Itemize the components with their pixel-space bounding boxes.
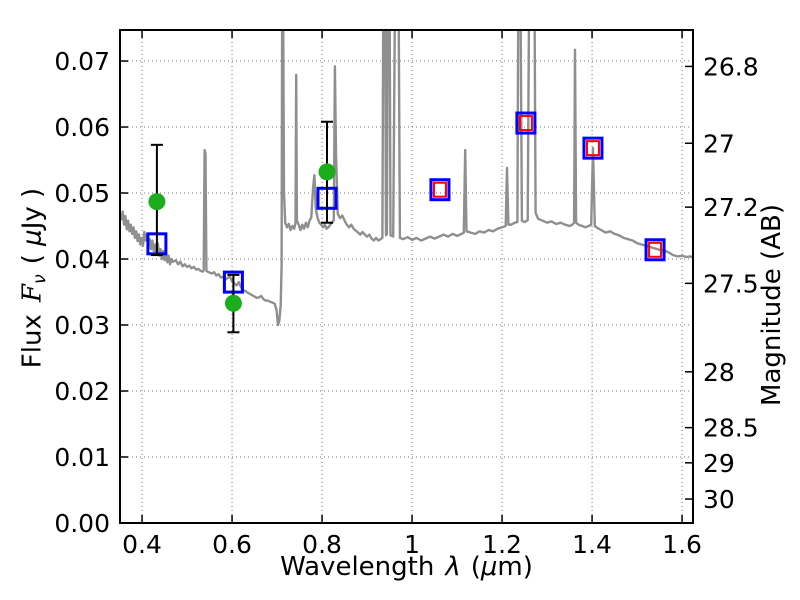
flux-F-symbol: F	[17, 284, 48, 303]
y-axis-label-right: Magnitude (AB)	[757, 204, 787, 406]
x-axis-unit-close: m)	[497, 552, 533, 582]
red-square-marker	[648, 241, 663, 258]
blue-square-marker	[644, 238, 666, 262]
y-tick-label-mag: 29	[703, 449, 735, 478]
y-tick-label-mag: 26.8	[703, 52, 759, 81]
green-circle-marker	[224, 294, 242, 312]
green-circle-marker	[148, 193, 166, 211]
y-tick-label-mag: 27.5	[703, 269, 759, 298]
x-tick-label: 0.8	[302, 530, 342, 559]
x-tick-label: 0.4	[122, 530, 162, 559]
y-tick-label-mag: 27.2	[703, 193, 759, 222]
red-square-marker	[585, 140, 600, 157]
y-tick-label-flux: 0.06	[54, 113, 110, 142]
x-axis-label: Wavelength λ (μm)	[120, 552, 693, 582]
x-axis-unit-open: (	[470, 552, 481, 582]
red-square-marker	[432, 181, 447, 198]
y-tick-label-flux: 0.07	[54, 47, 110, 76]
blue-square-marker	[429, 178, 451, 202]
x-tick-label: 1.4	[572, 530, 612, 559]
axis-spine	[119, 29, 694, 524]
x-tick-label: 1.2	[482, 530, 522, 559]
y-tick-label-flux: 0.04	[54, 245, 110, 274]
y-left-unit-close: Jy )	[17, 187, 48, 230]
red-square-marker	[518, 115, 533, 132]
x-tick-label: 1.6	[662, 530, 702, 559]
x-tick-label: 1	[404, 530, 420, 559]
y-tick-label-mag: 27	[703, 129, 735, 158]
x-tick-label: 0.6	[212, 530, 252, 559]
y-tick-label-mag: 28	[703, 358, 735, 387]
y-tick-label-flux: 0.00	[54, 509, 110, 538]
y-tick-label-flux: 0.01	[54, 443, 110, 472]
green-circle-marker	[318, 163, 336, 181]
y-tick-label-mag: 30	[703, 485, 735, 514]
mu-symbol-x: μ	[480, 552, 498, 582]
y-tick-label-flux: 0.02	[54, 377, 110, 406]
x-axis-label-word: Wavelength	[280, 552, 435, 582]
y-tick-label-flux: 0.05	[54, 179, 110, 208]
y-axis-label-left: Flux Fν ( μJy )	[18, 188, 51, 368]
mu-symbol-y: μ	[17, 229, 48, 246]
y-tick-label-mag: 28.5	[703, 414, 759, 443]
flux-word: Flux	[17, 314, 48, 369]
blue-square-marker	[515, 111, 537, 135]
spectrum-line	[120, 30, 693, 327]
y-left-unit-open: (	[17, 245, 48, 265]
y-tick-label-flux: 0.03	[54, 311, 110, 340]
blue-square-marker	[582, 136, 604, 160]
lambda-symbol: λ	[445, 552, 461, 582]
nu-subscript: ν	[30, 274, 51, 285]
